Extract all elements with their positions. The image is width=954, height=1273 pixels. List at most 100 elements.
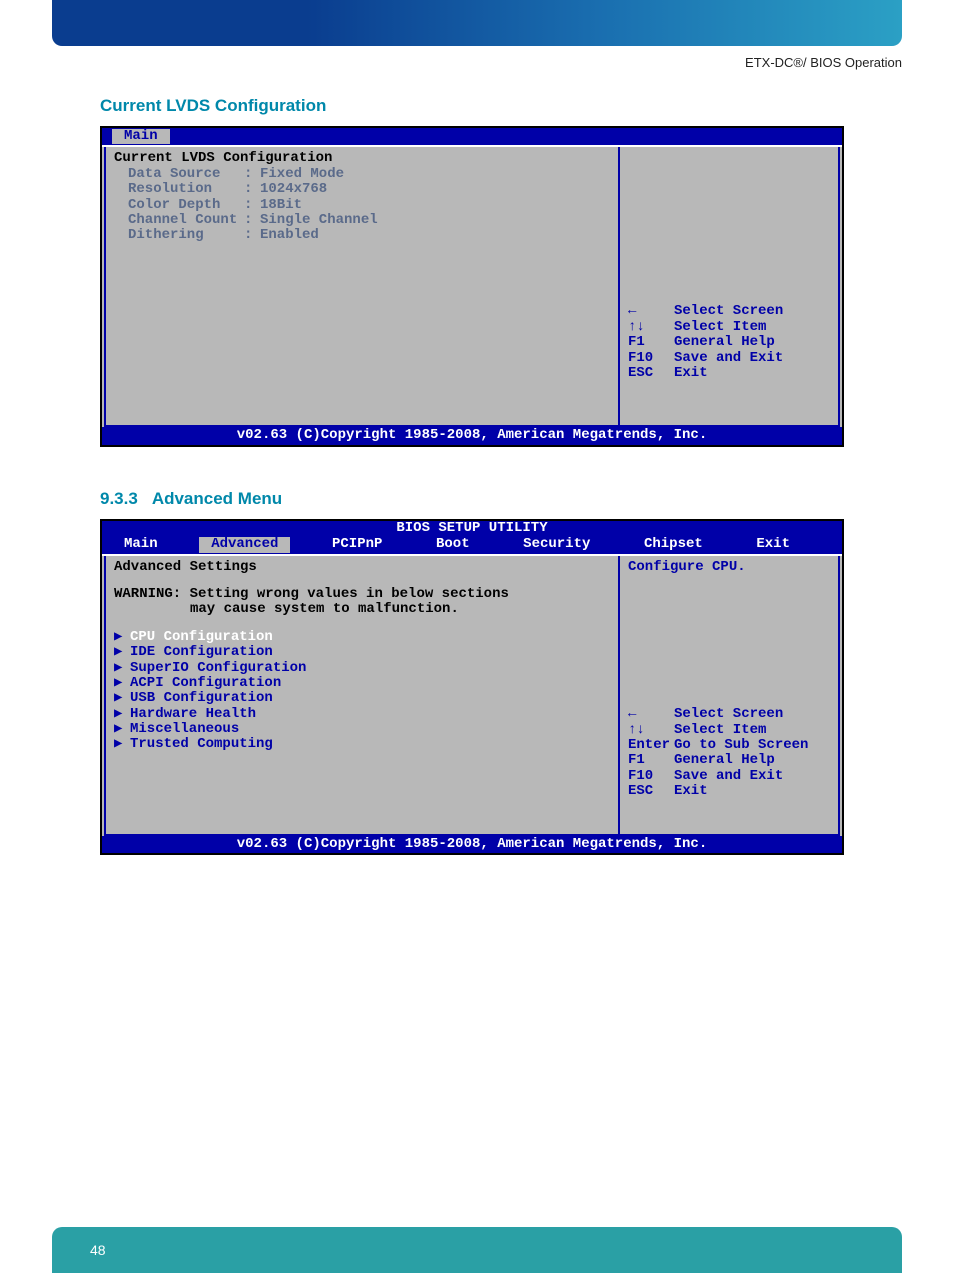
bios-2-subtitle: Advanced Settings [114, 560, 610, 575]
triangle-right-icon: ▶ [114, 676, 130, 691]
triangle-right-icon: ▶ [114, 661, 130, 676]
bios-help-line: ←Select Screen [628, 304, 830, 319]
bios-lvds-value: Enabled [260, 228, 319, 243]
bios-help-line: ESCExit [628, 784, 830, 799]
page-header-right: ETX-DC®/ BIOS Operation [745, 55, 902, 70]
bios-help-key: ESC [628, 784, 674, 799]
bios-1-footer: v02.63 (C)Copyright 1985-2008, American … [102, 427, 842, 444]
bios-help-text: Select Item [674, 723, 766, 738]
bios-lvds-label: Color Depth [114, 198, 244, 213]
bios-lvds-value: Single Channel [260, 213, 378, 228]
bios-adv-item-label: Trusted Computing [130, 737, 273, 752]
bios-help-key: F1 [628, 335, 674, 350]
bios-help-line: F1General Help [628, 753, 830, 768]
bios-2-tabbar: Main Advanced PCIPnP Boot Security Chipset Exi… [102, 536, 842, 555]
bios-adv-item[interactable]: ▶Miscellaneous [114, 722, 610, 737]
bios-1-tabbar: Main [102, 128, 842, 147]
bios-adv-item[interactable]: ▶Trusted Computing [114, 737, 610, 752]
bios-help-text: Exit [674, 366, 708, 381]
bios-help-line: ESCExit [628, 366, 830, 381]
bios-2-tab-main[interactable]: Main [112, 537, 170, 552]
bios-adv-item[interactable]: ▶IDE Configuration [114, 645, 610, 660]
bios-help-text: Select Screen [674, 707, 783, 722]
bios-help-key: ↑↓ [628, 723, 674, 738]
bios-help-text: Save and Exit [674, 351, 783, 366]
bios-help-text: General Help [674, 753, 775, 768]
bios-help-key: F10 [628, 351, 674, 366]
bios-help-key: ← [628, 304, 674, 319]
bios-adv-item[interactable]: ▶Hardware Health [114, 707, 610, 722]
bios-help-line: F1General Help [628, 335, 830, 350]
page-number: 48 [90, 1242, 106, 1258]
bios-lvds-label: Channel Count [114, 213, 244, 228]
bios-help-key: ESC [628, 366, 674, 381]
bios-2-tab-boot[interactable]: Boot [424, 537, 482, 552]
bios-lvds-label: Data Source [114, 167, 244, 182]
page-top-bar [52, 0, 902, 46]
bios-2-tab-security[interactable]: Security [511, 537, 602, 552]
bios-adv-item[interactable]: ▶SuperIO Configuration [114, 661, 610, 676]
bios-1-left-pane: Current LVDS Configuration Data Source:F… [104, 147, 620, 427]
bios-2-tab-chipset[interactable]: Chipset [632, 537, 715, 552]
bios-help-line: F10Save and Exit [628, 351, 830, 366]
bios-adv-item[interactable]: ▶ACPI Configuration [114, 676, 610, 691]
bios-adv-item-label: IDE Configuration [130, 645, 273, 660]
bios-help-key: ↑↓ [628, 320, 674, 335]
bios-2-left-pane: Advanced Settings WARNING: Setting wrong… [104, 556, 620, 836]
bios-adv-item-label: SuperIO Configuration [130, 661, 306, 676]
triangle-right-icon: ▶ [114, 707, 130, 722]
page-bottom-bar: 48 [52, 1227, 902, 1273]
bios-2-tab-pcipnp[interactable]: PCIPnP [320, 537, 394, 552]
bios-lvds-row: Dithering:Enabled [114, 228, 610, 243]
bios-help-text: Save and Exit [674, 769, 783, 784]
bios-help-line: EnterGo to Sub Screen [628, 738, 830, 753]
bios-lvds-value: Fixed Mode [260, 167, 344, 182]
bios-2-title: BIOS SETUP UTILITY [102, 521, 842, 536]
bios-help-key: F1 [628, 753, 674, 768]
bios-help-text: Select Item [674, 320, 766, 335]
bios-lvds-label: Dithering [114, 228, 244, 243]
triangle-right-icon: ▶ [114, 737, 130, 752]
triangle-right-icon: ▶ [114, 645, 130, 660]
bios-help-key: F10 [628, 769, 674, 784]
bios-lvds-value: 18Bit [260, 198, 302, 213]
bios-help-text: General Help [674, 335, 775, 350]
bios-lvds-label: Resolution [114, 182, 244, 197]
bios-advanced-box: BIOS SETUP UTILITY Main Advanced PCIPnP Boo… [100, 519, 844, 855]
bios-help-key: ← [628, 707, 674, 722]
bios-2-right-info: Configure CPU. [628, 560, 830, 575]
bios-2-tab-exit[interactable]: Exit [744, 537, 802, 552]
bios-2-tab-advanced[interactable]: Advanced [199, 537, 290, 552]
bios-adv-item-label: ACPI Configuration [130, 676, 281, 691]
bios-2-footer: v02.63 (C)Copyright 1985-2008, American … [102, 836, 842, 853]
bios-lvds-row: Color Depth:18Bit [114, 198, 610, 213]
bios-help-text: Go to Sub Screen [674, 738, 808, 753]
bios-adv-item[interactable]: ▶USB Configuration [114, 691, 610, 706]
bios-lvds-row: Channel Count:Single Channel [114, 213, 610, 228]
triangle-right-icon: ▶ [114, 722, 130, 737]
bios-help-text: Select Screen [674, 304, 783, 319]
section-2-label: Advanced Menu [152, 489, 282, 508]
bios-2-warning-line2: may cause system to malfunction. [190, 602, 459, 617]
section-1-title: Current LVDS Configuration [100, 96, 854, 116]
triangle-right-icon: ▶ [114, 691, 130, 706]
section-2-title: 9.3.3 Advanced Menu [100, 489, 854, 509]
bios-1-heading: Current LVDS Configuration [114, 151, 610, 166]
section-2-number: 9.3.3 [100, 489, 138, 508]
page-content: Current LVDS Configuration Main Current … [100, 96, 854, 855]
bios-1-right-pane: ←Select Screen↑↓Select ItemF1General Hel… [620, 147, 840, 427]
bios-help-line: ↑↓Select Item [628, 320, 830, 335]
bios-help-key: Enter [628, 738, 674, 753]
bios-adv-item[interactable]: ▶CPU Configuration [114, 630, 610, 645]
bios-1-tab-main[interactable]: Main [112, 129, 170, 144]
bios-2-right-pane: Configure CPU. ←Select Screen↑↓Select It… [620, 556, 840, 836]
bios-help-line: ↑↓Select Item [628, 723, 830, 738]
bios-lvds-row: Resolution:1024x768 [114, 182, 610, 197]
bios-lvds-box: Main Current LVDS Configuration Data Sou… [100, 126, 844, 447]
triangle-right-icon: ▶ [114, 630, 130, 645]
bios-help-text: Exit [674, 784, 708, 799]
bios-adv-item-label: Miscellaneous [130, 722, 239, 737]
bios-2-warning-label: WARNING: [114, 587, 181, 602]
bios-adv-item-label: Hardware Health [130, 707, 256, 722]
bios-help-line: F10Save and Exit [628, 769, 830, 784]
